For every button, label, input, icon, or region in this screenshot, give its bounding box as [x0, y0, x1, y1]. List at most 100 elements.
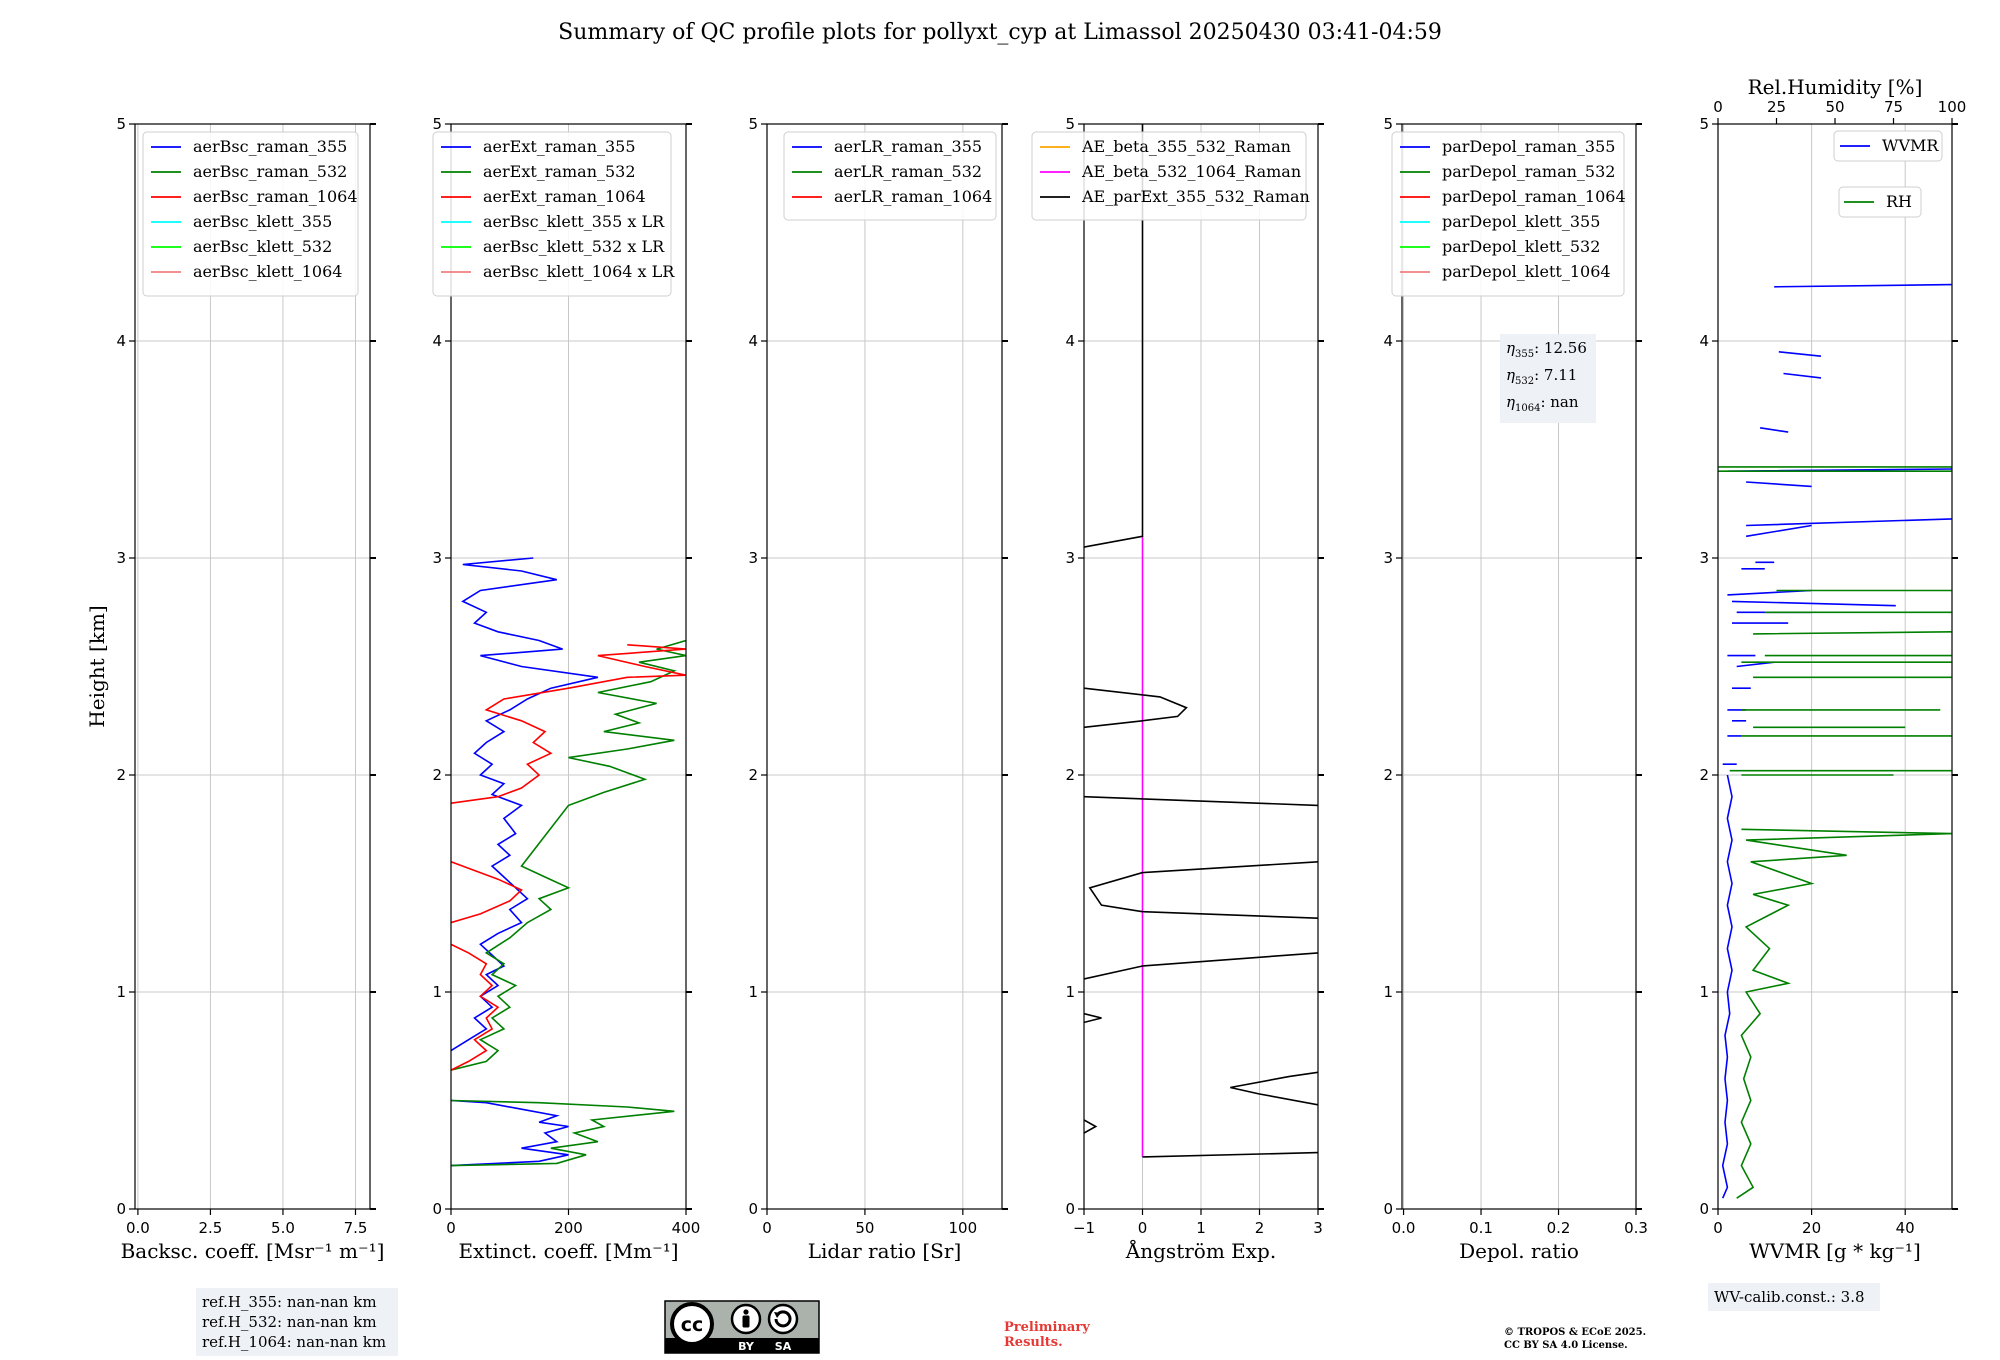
y-axis-label: Height [km] — [85, 605, 109, 727]
legend: aerExt_raman_355 aerExt_raman_532 aerExt_r… — [432, 131, 675, 297]
legend-wvmr-label: WVMR — [1882, 136, 1939, 155]
x-tick-label: 200 — [554, 1219, 583, 1237]
x-tick-label: 3 — [1313, 1219, 1323, 1237]
y-tick-label: 1 — [1699, 983, 1709, 1001]
legend-label: parDepol_raman_532 — [1442, 162, 1615, 181]
legend-label: AE_beta_355_532_Raman — [1081, 137, 1291, 156]
x-axis-label: Backsc. coeff. [Msr⁻¹ m⁻¹] — [121, 1239, 385, 1263]
cc-by-sa-license-logo: cc BY SA — [664, 1300, 820, 1354]
panel-bsc: 0.0 2.5 5.0 7.5 0 1 2 3 4 5 Backsc. coeff. [Msr⁻¹ … — [85, 115, 384, 1263]
legend-box — [1031, 131, 1307, 221]
y-tick-label: 5 — [1699, 115, 1709, 133]
x-tick-label: 100 — [949, 1219, 978, 1237]
x-tick-label: 7.5 — [344, 1219, 368, 1237]
y-tick-label: 0 — [1699, 1200, 1709, 1218]
svg-text:cc: cc — [681, 1314, 704, 1336]
legend-box — [1391, 131, 1625, 297]
panel-depol: 0.0 0.1 0.2 0.3 0 1 2 3 4 5 Depol. ratio parDepol_r… — [1383, 115, 1647, 1263]
x-tick-label: 0 — [762, 1219, 772, 1237]
plot-frame — [1401, 123, 1637, 1210]
y-tick-label: 0 — [116, 1200, 126, 1218]
y-tick-label: 3 — [748, 549, 758, 567]
plot-frame — [766, 123, 1003, 1210]
legend-label: aerBsc_raman_1064 — [193, 187, 358, 206]
series-line-AE_parExt_355_532_Raman — [1084, 124, 1318, 1158]
x-tick-label: 20 — [1802, 1219, 1821, 1237]
wv-calib-infobox: WV-calib.const.: 3.8 — [1708, 1283, 1880, 1311]
copyright-line-1: © TROPOS & ECoE 2025. — [1504, 1327, 1647, 1338]
legend-label: parDepol_raman_355 — [1442, 137, 1615, 156]
legend-label: aerLR_raman_532 — [834, 162, 982, 181]
panel-wv: 0 20 40 0 1 2 3 4 5 WVMR [g * kg⁻¹] 0 25 50 75 100 Rel.… — [1699, 75, 1966, 1263]
eta-355-line: η355: 12.56 — [1506, 339, 1587, 360]
legend-label: aerBsc_raman_355 — [193, 137, 347, 156]
x-axis-label: Lidar ratio [Sr] — [808, 1239, 962, 1263]
top-axis-label: Rel.Humidity [%] — [1748, 75, 1923, 99]
y-tick-label: 0 — [748, 1200, 758, 1218]
legend-label: aerLR_raman_355 — [834, 137, 982, 156]
wv-calib-const: WV-calib.const.: 3.8 — [1714, 1288, 1865, 1306]
x-tick-label: 0 — [1138, 1219, 1148, 1237]
legend-box — [783, 131, 997, 221]
legend-label: aerBsc_raman_532 — [193, 162, 347, 181]
x-tick-label: 400 — [672, 1219, 701, 1237]
series-line-WVMR — [1721, 283, 1952, 1199]
y-tick-label: 1 — [116, 983, 126, 1001]
x-tick-label: 0.3 — [1624, 1219, 1648, 1237]
x-axis-label: Depol. ratio — [1459, 1239, 1579, 1263]
legend: parDepol_raman_355 parDepol_raman_532 parD… — [1391, 131, 1626, 297]
legend-label: aerBsc_klett_1064 — [193, 262, 342, 281]
x-tick-label: 0.0 — [126, 1219, 150, 1237]
y-tick-label: 5 — [1065, 115, 1075, 133]
y-tick-label: 3 — [432, 549, 442, 567]
y-tick-label: 4 — [116, 332, 126, 350]
x-tick-label: 50 — [855, 1219, 874, 1237]
legend-label: aerBsc_klett_532 x LR — [483, 237, 665, 256]
legend-label: aerBsc_klett_1064 x LR — [483, 262, 675, 281]
series-line-aerExt_raman_532 — [451, 639, 686, 1167]
figure-title: Summary of QC profile plots for pollyxt_… — [558, 20, 1442, 45]
legend-label: AE_parExt_355_532_Raman — [1081, 187, 1310, 206]
legend-label: aerBsc_klett_532 — [193, 237, 332, 256]
copyright-line-2: CC BY SA 4.0 License. — [1504, 1340, 1628, 1351]
x-tick-label: 0.1 — [1469, 1219, 1493, 1237]
legend-label: aerExt_raman_355 — [483, 137, 636, 156]
y-tick-label: 3 — [1065, 549, 1075, 567]
y-tick-label: 2 — [1065, 766, 1075, 784]
legend-label: AE_beta_532_1064_Raman — [1081, 162, 1301, 181]
y-tick-label: 4 — [1699, 332, 1709, 350]
y-tick-label: 4 — [1383, 332, 1393, 350]
y-tick-label: 4 — [748, 332, 758, 350]
series-line-RH — [1718, 466, 1952, 1199]
x-tick-label: 2 — [1255, 1219, 1265, 1237]
x-tick-label: 5.0 — [271, 1219, 295, 1237]
y-tick-label: 2 — [116, 766, 126, 784]
legend: aerBsc_raman_355 aerBsc_raman_532 aerBsc_r… — [142, 131, 359, 297]
ref-h-355: ref.H_355: nan-nan km — [202, 1293, 377, 1311]
ref-h-532: ref.H_532: nan-nan km — [202, 1313, 377, 1331]
legend-box — [432, 131, 672, 297]
plot-frame — [134, 123, 371, 1210]
y-tick-label: 1 — [1065, 983, 1075, 1001]
y-tick-label: 5 — [116, 115, 126, 133]
legend-label: aerLR_raman_1064 — [834, 187, 992, 206]
y-tick-label: 5 — [1383, 115, 1393, 133]
y-tick-label: 2 — [432, 766, 442, 784]
y-tick-label: 3 — [1699, 549, 1709, 567]
x-tick-label: 0.0 — [1392, 1219, 1416, 1237]
top-tick-label: 0 — [1713, 98, 1723, 116]
x-tick-label: 0.2 — [1547, 1219, 1571, 1237]
x-tick-label: 0 — [1713, 1219, 1723, 1237]
y-tick-label: 2 — [1383, 766, 1393, 784]
legend-label: aerBsc_klett_355 x LR — [483, 212, 665, 231]
legend: AE_beta_355_532_Raman AE_beta_532_1064_Ra… — [1031, 131, 1310, 221]
eta-532-line: η532: 7.11 — [1506, 366, 1578, 387]
legend-label: aerBsc_klett_355 — [193, 212, 332, 231]
legend-rh-box — [1838, 186, 1922, 218]
y-tick-label: 0 — [1065, 1200, 1075, 1218]
top-tick-label: 25 — [1767, 98, 1786, 116]
legend-label: aerExt_raman_1064 — [483, 187, 646, 206]
svg-text:BY: BY — [738, 1340, 755, 1353]
ref-h-1064: ref.H_1064: nan-nan km — [202, 1333, 387, 1351]
